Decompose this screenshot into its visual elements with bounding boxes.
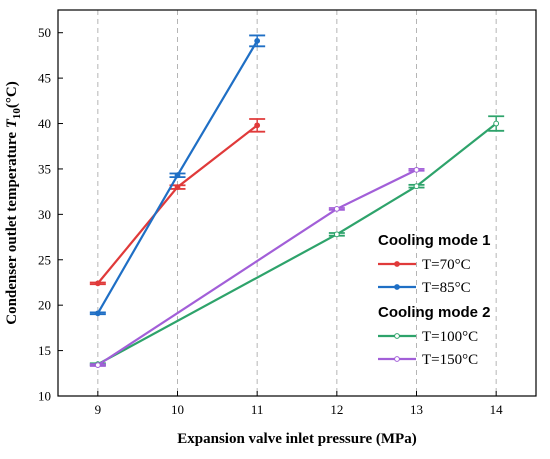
series-3 bbox=[89, 166, 425, 369]
data-point bbox=[333, 206, 340, 212]
data-point bbox=[94, 310, 101, 317]
x-axis-title: Expansion valve inlet pressure (MPa) bbox=[177, 431, 416, 447]
x-tick-label: 10 bbox=[171, 402, 184, 417]
grid-lines bbox=[97, 10, 497, 396]
y-tick-label: 50 bbox=[38, 25, 51, 40]
data-point bbox=[94, 362, 101, 369]
x-tick-label: 11 bbox=[251, 402, 264, 417]
data-point bbox=[333, 231, 340, 238]
series-line bbox=[97, 122, 497, 366]
x-axis: 9 10 11 12 13 14 bbox=[95, 391, 504, 417]
y-axis-title-unit: (°C) bbox=[4, 81, 20, 108]
data-point bbox=[254, 122, 261, 129]
legend-entry-label: T=70°C bbox=[422, 257, 471, 273]
legend-marker bbox=[394, 333, 400, 339]
legend-entry-label: T=100°C bbox=[422, 329, 478, 345]
x-tick-label: 9 bbox=[95, 402, 102, 417]
legend-marker bbox=[394, 261, 400, 267]
y-tick-label: 15 bbox=[38, 343, 51, 358]
y-tick-label: 25 bbox=[38, 252, 51, 267]
series-1 bbox=[89, 34, 266, 317]
y-axis-title-sub: 10 bbox=[11, 108, 23, 120]
data-point bbox=[94, 280, 101, 287]
legend-entry-label: T=150°C bbox=[422, 352, 478, 368]
y-axis: 10 15 20 25 30 35 40 45 50 bbox=[38, 25, 63, 404]
plot-frame bbox=[57, 9, 537, 397]
legend-entry-label: T=85°C bbox=[422, 280, 471, 296]
y-tick-label: 10 bbox=[38, 389, 51, 404]
y-tick-label: 30 bbox=[38, 207, 51, 222]
y-tick-label: 35 bbox=[38, 161, 51, 176]
y-tick-label: 40 bbox=[38, 116, 51, 131]
data-point bbox=[493, 120, 500, 127]
legend-marker bbox=[394, 284, 400, 290]
x-tick-label: 12 bbox=[330, 402, 343, 417]
series-layer bbox=[89, 34, 505, 369]
legend-marker bbox=[394, 356, 400, 362]
data-point bbox=[254, 37, 261, 44]
y-axis-title: Condenser outlet temperature T10(°C) bbox=[4, 81, 23, 325]
y-tick-label: 20 bbox=[38, 298, 51, 313]
y-axis-title-var: T bbox=[4, 118, 20, 128]
data-point bbox=[174, 172, 181, 179]
data-point bbox=[413, 183, 420, 190]
series-0 bbox=[89, 118, 266, 287]
x-tick-label: 13 bbox=[410, 402, 423, 417]
y-axis-title-prefix: Condenser outlet temperature bbox=[4, 128, 20, 325]
y-tick-label: 45 bbox=[38, 71, 51, 86]
legend: Cooling mode 1 T=70°C T=85°C Cooling mode 2… bbox=[378, 232, 491, 368]
legend-group-title: Cooling mode 2 bbox=[378, 304, 491, 321]
legend-group-title: Cooling mode 1 bbox=[378, 232, 491, 249]
data-point bbox=[174, 184, 181, 191]
data-point bbox=[413, 166, 420, 173]
x-tick-label: 14 bbox=[490, 402, 504, 417]
